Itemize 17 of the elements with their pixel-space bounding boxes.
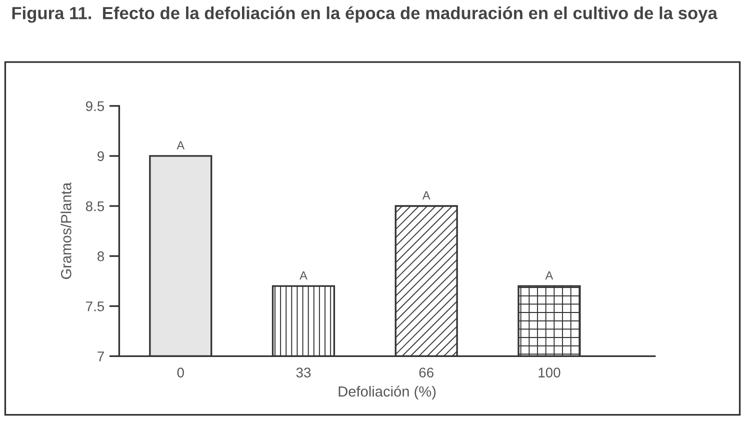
annotation: A	[545, 271, 554, 280]
x-axis-title: Defoliación (%)	[338, 386, 436, 400]
x-tick-label: 33	[296, 368, 311, 378]
y-tick-label: 8	[97, 251, 104, 262]
x-tick-label: 66	[419, 368, 434, 378]
y-tick-label: 7	[98, 352, 104, 362]
annotation: A	[300, 271, 308, 280]
y-tick-label: 8.5	[86, 201, 104, 212]
annotation: A	[176, 141, 185, 150]
x-tick-label: 100	[538, 368, 560, 378]
chart-title: Figura 11. Efecto de la defoliación en la época de maduración en el cultivo de la soya	[12, 6, 718, 23]
annotation: A	[422, 191, 430, 200]
y-tick-label: 9.5	[86, 101, 104, 112]
x-tick-label: 0	[177, 368, 184, 378]
y-tick-label: 9	[98, 151, 104, 162]
y-tick-label: 7.5	[86, 302, 104, 312]
y-axis-title: Gramos/Planta	[60, 182, 72, 279]
